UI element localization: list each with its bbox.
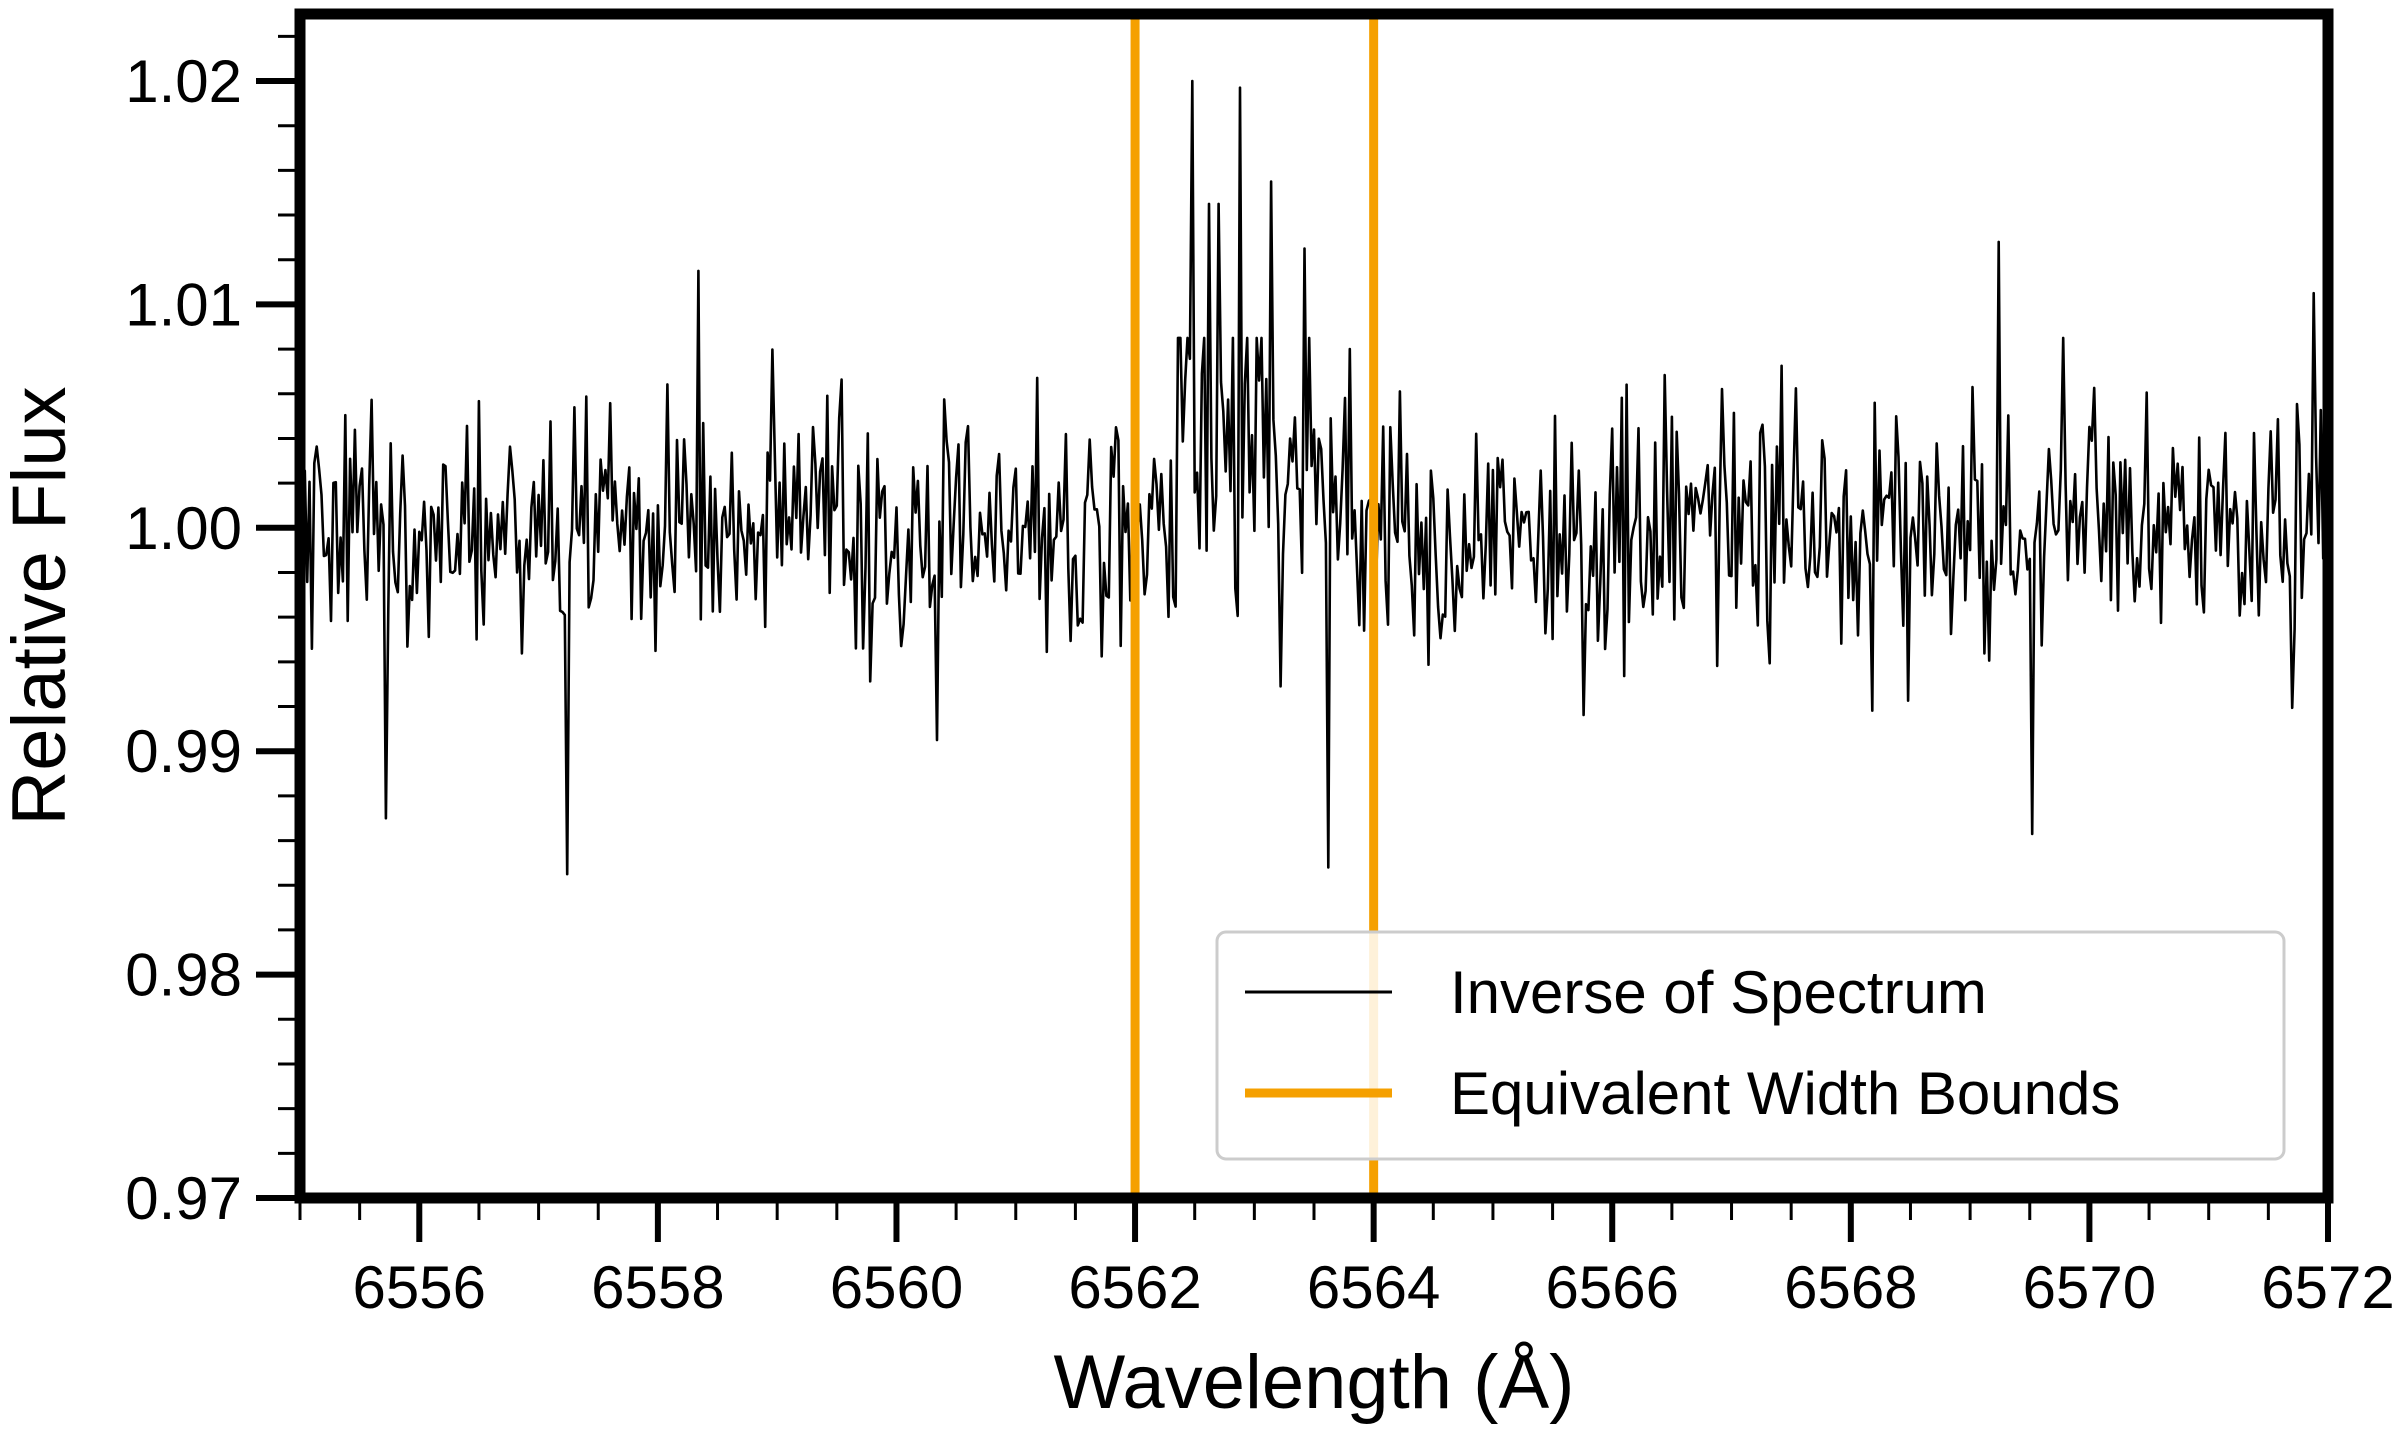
y-axis-label: Relative Flux xyxy=(0,386,82,825)
y-tick-label: 0.98 xyxy=(125,942,242,1009)
x-tick-label: 6566 xyxy=(1545,1254,1678,1321)
legend-label-equivalent-width-bounds: Equivalent Width Bounds xyxy=(1450,1060,2120,1127)
x-axis-label: Wavelength (Å) xyxy=(1054,1340,1575,1425)
legend-box xyxy=(1215,930,2286,1161)
x-tick-label: 6558 xyxy=(591,1254,724,1321)
legend: Inverse of Spectrum Equivalent Width Bou… xyxy=(1215,930,2286,1161)
y-tick-label: 0.97 xyxy=(125,1165,242,1232)
series-inverse-spectrum xyxy=(300,79,2328,876)
x-tick-label: 6562 xyxy=(1068,1254,1201,1321)
plot-frame xyxy=(294,8,2334,1204)
x-tick-label: 6572 xyxy=(2261,1254,2394,1321)
x-tick-label: 6556 xyxy=(353,1254,486,1321)
major-ticks xyxy=(256,78,2331,1242)
x-tick-label: 6570 xyxy=(2023,1254,2156,1321)
y-tick-label: 0.99 xyxy=(125,718,242,785)
y-tick-label: 1.02 xyxy=(125,48,242,115)
x-tick-label: 6568 xyxy=(1784,1254,1917,1321)
legend-label-inverse-spectrum: Inverse of Spectrum xyxy=(1450,959,1987,1026)
x-tick-label: 6564 xyxy=(1307,1254,1440,1321)
y-tick-label: 1.01 xyxy=(125,271,242,338)
y-tick-label: 1.00 xyxy=(125,495,242,562)
x-tick-label: 6560 xyxy=(830,1254,963,1321)
tick-labels: 6556 6558 6560 6562 6564 6566 6568 6570 6572 0.97… xyxy=(125,48,2395,1321)
